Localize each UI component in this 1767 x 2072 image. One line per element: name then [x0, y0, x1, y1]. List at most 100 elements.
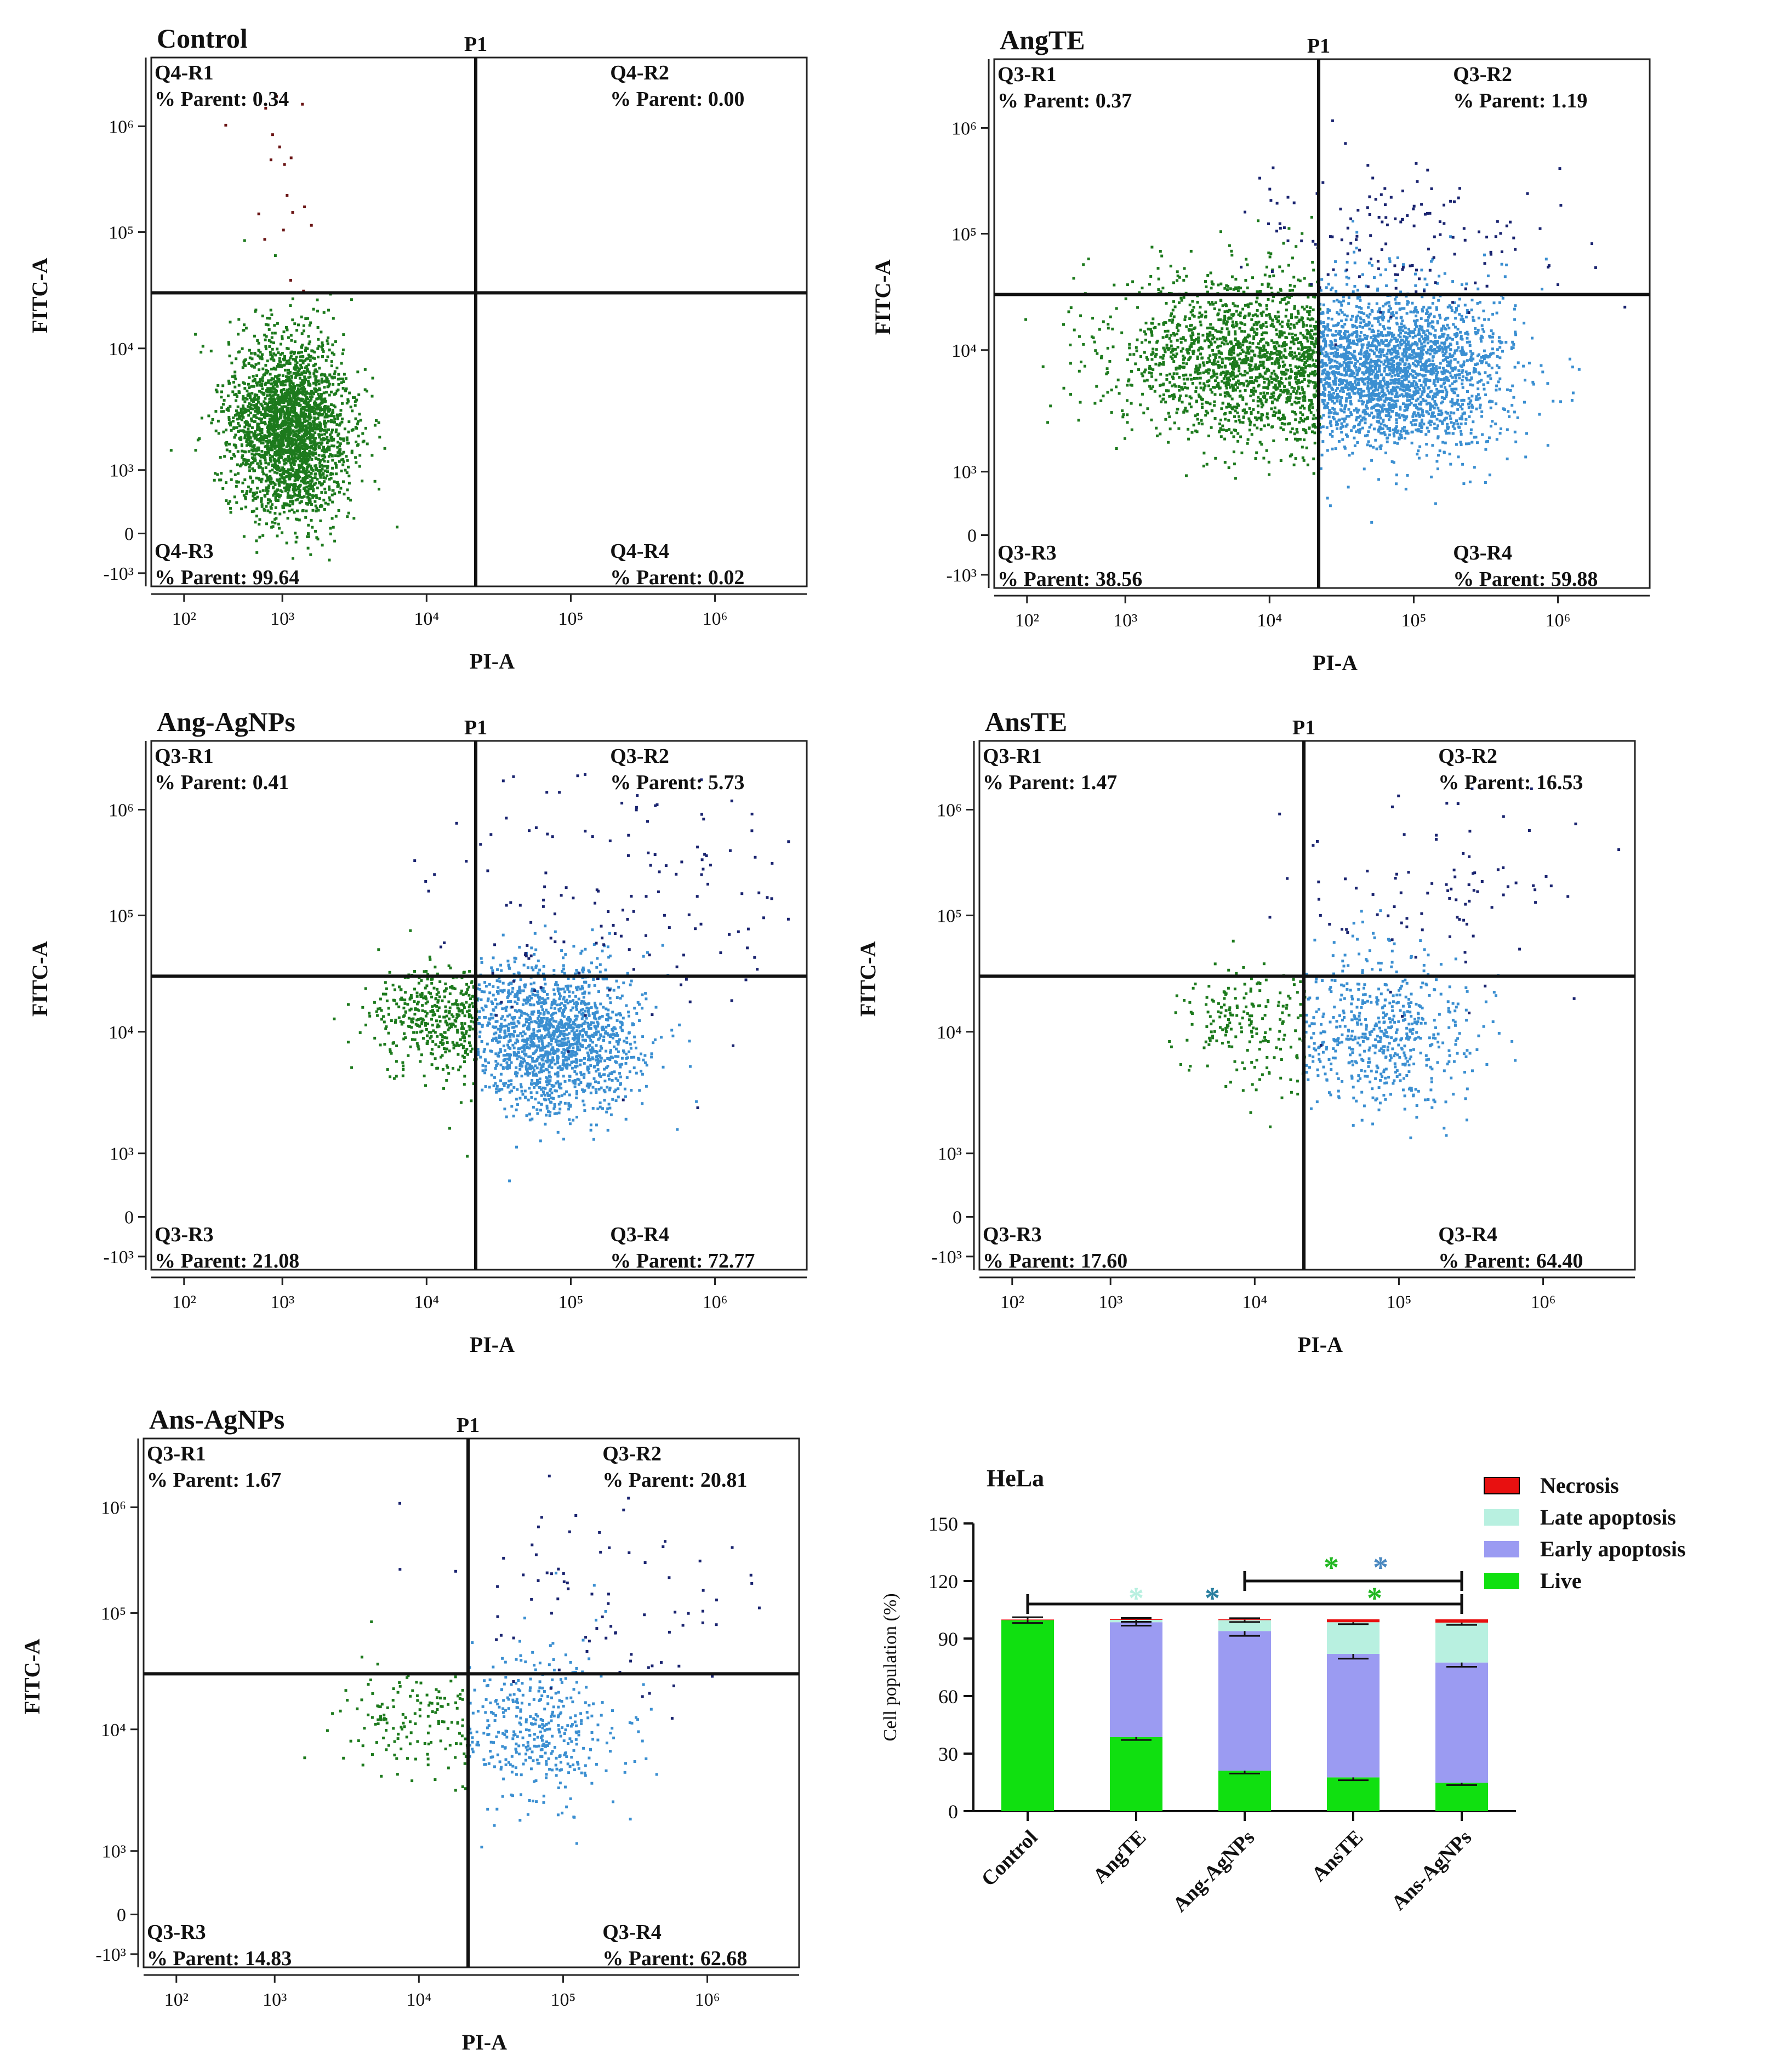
scatter-point	[1112, 345, 1115, 349]
scatter-point	[1236, 379, 1240, 383]
scatter-point	[283, 383, 287, 386]
scatter-point	[236, 405, 240, 408]
scatter-point	[1314, 381, 1317, 384]
scatter-point	[298, 389, 301, 392]
scatter-point	[235, 446, 238, 449]
scatter-point	[318, 395, 321, 398]
scatter-point	[271, 410, 274, 414]
scatter-point	[324, 437, 327, 441]
scatter-point	[285, 429, 288, 432]
scatter-point	[1160, 400, 1163, 403]
scatter-point	[265, 486, 268, 489]
scatter-point	[1433, 415, 1437, 418]
scatter-point	[318, 421, 321, 424]
scatter-point	[298, 435, 301, 438]
scatter-point	[1309, 324, 1312, 328]
scatter-point	[1168, 336, 1171, 340]
scatter-point	[1176, 279, 1179, 282]
scatter-point	[1370, 264, 1373, 267]
scatter-point	[1369, 364, 1372, 367]
scatter-point	[1436, 341, 1439, 345]
scatter-point	[1249, 395, 1252, 397]
scatter-point	[266, 492, 269, 495]
scatter-point	[1286, 392, 1289, 395]
scatter-point	[304, 399, 307, 403]
scatter-point	[248, 469, 252, 472]
scatter-point	[1269, 352, 1272, 356]
scatter-point	[294, 483, 297, 486]
scatter-point	[1204, 414, 1207, 417]
scatter-point	[298, 422, 301, 425]
scatter-point	[1279, 426, 1283, 430]
scatter-point	[1308, 347, 1312, 350]
scatter-point	[276, 365, 279, 368]
scatter-point	[1279, 301, 1282, 304]
scatter-point	[307, 496, 311, 499]
scatter-point	[278, 453, 282, 456]
x-tick-label: 10³	[270, 609, 294, 629]
scatter-point	[1247, 417, 1251, 420]
scatter-point	[306, 546, 310, 550]
scatter-point	[306, 503, 310, 506]
scatter-point	[295, 393, 298, 397]
scatter-point	[1078, 335, 1081, 338]
scatter-point	[1126, 421, 1129, 424]
scatter-point	[292, 495, 295, 498]
scatter-point	[1227, 333, 1230, 336]
scatter-point	[1261, 413, 1264, 416]
scatter-point	[305, 357, 308, 361]
scatter-point	[277, 427, 280, 430]
scatter-point	[294, 416, 298, 420]
scatter-point	[284, 449, 288, 452]
scatter-point	[1480, 415, 1484, 418]
scatter-point	[1244, 361, 1247, 364]
scatter-point	[1445, 393, 1449, 396]
scatter-point	[1221, 402, 1224, 405]
scatter-point	[310, 467, 314, 470]
scatter-point	[264, 461, 267, 465]
scatter-point	[309, 464, 312, 467]
scatter-point	[1206, 333, 1209, 336]
scatter-point	[1346, 423, 1349, 426]
scatter-point	[1220, 372, 1223, 375]
scatter-point	[1250, 318, 1253, 321]
scatter-point	[280, 456, 283, 459]
scatter-point	[1109, 315, 1112, 318]
scatter-point	[328, 393, 331, 397]
scatter-point	[1236, 289, 1240, 293]
scatter-point	[282, 410, 286, 413]
scatter-point	[294, 368, 297, 371]
scatter-point	[303, 424, 306, 427]
scatter-point	[1268, 473, 1271, 476]
scatter-point	[1154, 378, 1158, 381]
scatter-point	[1178, 324, 1182, 327]
scatter-point	[247, 362, 250, 365]
scatter-point	[263, 238, 266, 241]
scatter-point	[1236, 340, 1239, 343]
scatter-point	[1401, 374, 1404, 378]
scatter-point	[256, 410, 260, 413]
scatter-point	[246, 443, 249, 446]
scatter-point	[1275, 379, 1278, 382]
scatter-point	[351, 428, 355, 431]
scatter-point	[267, 328, 271, 331]
scatter-point	[307, 370, 311, 374]
scatter-point	[1247, 312, 1251, 316]
scatter-point	[1257, 290, 1259, 293]
scatter-point	[1289, 327, 1292, 330]
scatter-point	[326, 378, 329, 381]
scatter-point	[302, 382, 305, 385]
scatter-point	[230, 478, 233, 481]
scatter-point	[301, 481, 305, 484]
scatter-point	[261, 406, 265, 409]
scatter-point	[255, 416, 258, 419]
scatter-point	[1268, 255, 1272, 259]
scatter-point	[1234, 375, 1237, 379]
scatter-point	[1199, 323, 1202, 327]
scatter-point	[1464, 332, 1467, 335]
scatter-point	[358, 413, 361, 416]
scatter-point	[337, 509, 340, 512]
scatter-point	[1159, 373, 1162, 376]
scatter-point	[315, 494, 318, 497]
scatter-point	[287, 347, 290, 350]
